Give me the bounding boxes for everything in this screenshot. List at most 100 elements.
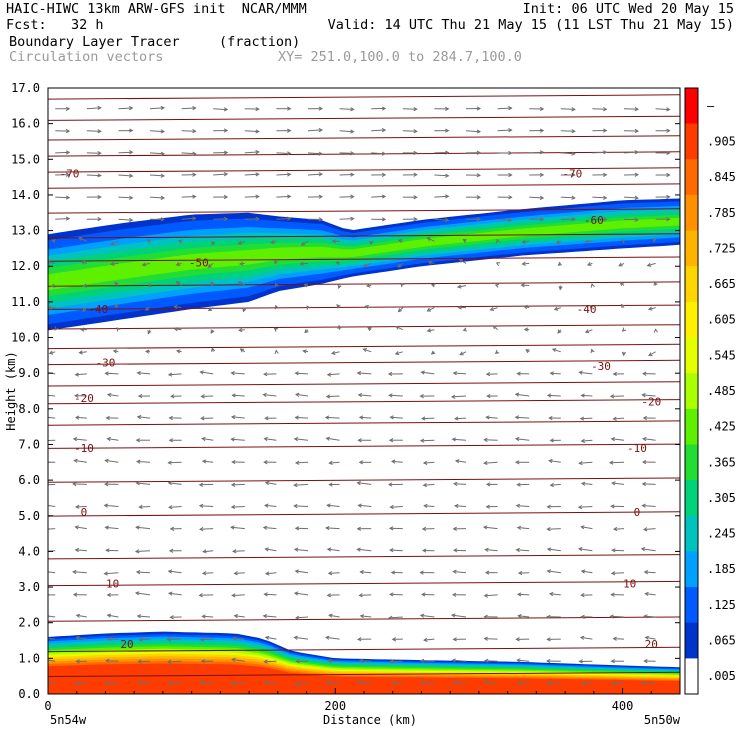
vector-arrowhead bbox=[426, 328, 432, 333]
vector-arrowhead bbox=[107, 636, 112, 642]
vector-arrowhead bbox=[451, 592, 457, 597]
vector-arrow bbox=[118, 107, 133, 110]
x-axis: 0 200 400 bbox=[44, 688, 652, 713]
vector-arrowhead bbox=[110, 261, 115, 266]
vector-arrow bbox=[202, 572, 214, 574]
vector-arrowhead bbox=[207, 307, 213, 312]
colorbar-label: – bbox=[707, 99, 715, 113]
vector-arrowhead bbox=[82, 307, 87, 313]
vector-arrow bbox=[326, 437, 340, 441]
vector-arrowhead bbox=[413, 129, 418, 134]
vector-arrowhead bbox=[200, 659, 206, 664]
vector-arrow bbox=[264, 681, 277, 684]
vector-arrowhead bbox=[584, 239, 590, 244]
vector-arrow bbox=[451, 395, 467, 398]
vector-arrowhead bbox=[419, 680, 425, 685]
isotherm-label: -40 bbox=[577, 303, 597, 316]
vector-arrow bbox=[231, 438, 245, 441]
vector-arrowhead bbox=[413, 172, 418, 177]
vector-arrow bbox=[75, 416, 87, 419]
vector-arrowhead bbox=[231, 636, 237, 641]
vector-arrowhead bbox=[483, 593, 489, 598]
vector-arrowhead bbox=[430, 283, 436, 288]
vector-arrowhead bbox=[238, 327, 243, 333]
vector-arrow bbox=[328, 572, 340, 574]
vector-arrow bbox=[105, 459, 119, 463]
vector-arrow bbox=[263, 615, 277, 618]
vector-arrowhead bbox=[489, 306, 495, 311]
vector-arrowhead bbox=[367, 327, 372, 332]
vector-arrowhead bbox=[72, 592, 78, 597]
vector-arrow bbox=[454, 483, 467, 485]
vector-arrow bbox=[73, 483, 87, 485]
vector-arrowhead bbox=[175, 349, 181, 354]
vector-arrowhead bbox=[485, 371, 491, 377]
vector-arrow bbox=[137, 416, 151, 419]
colorbar-swatch bbox=[685, 373, 698, 410]
vector-arrow bbox=[181, 107, 196, 110]
vector-arrowhead bbox=[580, 481, 586, 486]
vector-arrowhead bbox=[65, 128, 71, 134]
y-tick-label: 15.0 bbox=[11, 152, 40, 166]
vector-arrowhead bbox=[105, 415, 110, 421]
vector-arrowhead bbox=[634, 195, 640, 200]
vector-arrowhead bbox=[652, 238, 657, 243]
vector-arrowhead bbox=[666, 194, 671, 200]
vector-arrow bbox=[465, 130, 481, 133]
vector-arrow bbox=[339, 108, 354, 110]
vector-arrowhead bbox=[357, 392, 363, 398]
vector-arrowhead bbox=[459, 351, 464, 356]
vector-arrow bbox=[232, 637, 245, 640]
vector-arrow bbox=[390, 506, 403, 508]
vector-arrow bbox=[459, 259, 467, 264]
vector-arrowhead bbox=[104, 525, 109, 530]
vector-arrow bbox=[592, 196, 607, 199]
vector-arrow bbox=[168, 373, 182, 376]
vector-arrow bbox=[168, 461, 182, 464]
vector-arrow bbox=[181, 196, 196, 198]
vector-arrowhead bbox=[445, 106, 450, 111]
vector-arrowhead bbox=[336, 304, 341, 309]
vector-arrow bbox=[581, 439, 593, 442]
vector-arrowhead bbox=[237, 281, 243, 286]
colorbar-swatch bbox=[685, 88, 698, 125]
vector-arrowhead bbox=[610, 571, 616, 576]
vector-arrowhead bbox=[419, 613, 425, 618]
vector-arrow bbox=[623, 196, 639, 199]
vector-arrowhead bbox=[231, 393, 236, 398]
field-name: Boundary Layer Tracer bbox=[9, 34, 180, 50]
vector-arrow bbox=[529, 196, 544, 199]
vector-arrowhead bbox=[264, 416, 269, 421]
vector-arrowhead bbox=[484, 570, 490, 575]
vector-arrowhead bbox=[356, 547, 361, 552]
vector-arrow bbox=[86, 130, 101, 132]
vector-arrow bbox=[200, 681, 214, 684]
vector-arrow bbox=[86, 174, 101, 177]
vector-arrow bbox=[202, 460, 214, 463]
vector-arrowhead bbox=[160, 105, 166, 111]
vector-arrowhead bbox=[168, 438, 174, 443]
vector-arrow bbox=[295, 416, 309, 419]
vector-arrowhead bbox=[492, 325, 497, 330]
vector-arrow bbox=[76, 637, 87, 640]
vector-arrow bbox=[73, 571, 87, 574]
y-axis-label: Height (km) bbox=[4, 351, 18, 430]
vector-arrowhead bbox=[302, 349, 307, 354]
vector-arrow bbox=[137, 461, 151, 463]
vector-arrowhead bbox=[381, 217, 387, 222]
vector-arrowhead bbox=[138, 504, 143, 510]
vector-arrowhead bbox=[508, 172, 513, 178]
vector-arrowhead bbox=[72, 569, 77, 575]
cross-section-xy: XY= 251.0,100.0 to 284.7,100.0 bbox=[278, 49, 522, 65]
vector-arrowhead bbox=[274, 259, 279, 265]
vector-arrow bbox=[74, 459, 87, 463]
vector-arrow bbox=[295, 393, 309, 397]
vector-arrowhead bbox=[643, 570, 649, 575]
vector-arrow bbox=[137, 372, 151, 375]
vector-arrow bbox=[169, 506, 182, 508]
vector-arrow bbox=[264, 660, 277, 663]
vector-arrowhead bbox=[327, 571, 333, 576]
vector-arrow bbox=[497, 218, 512, 221]
vector-arrowhead bbox=[666, 217, 671, 222]
